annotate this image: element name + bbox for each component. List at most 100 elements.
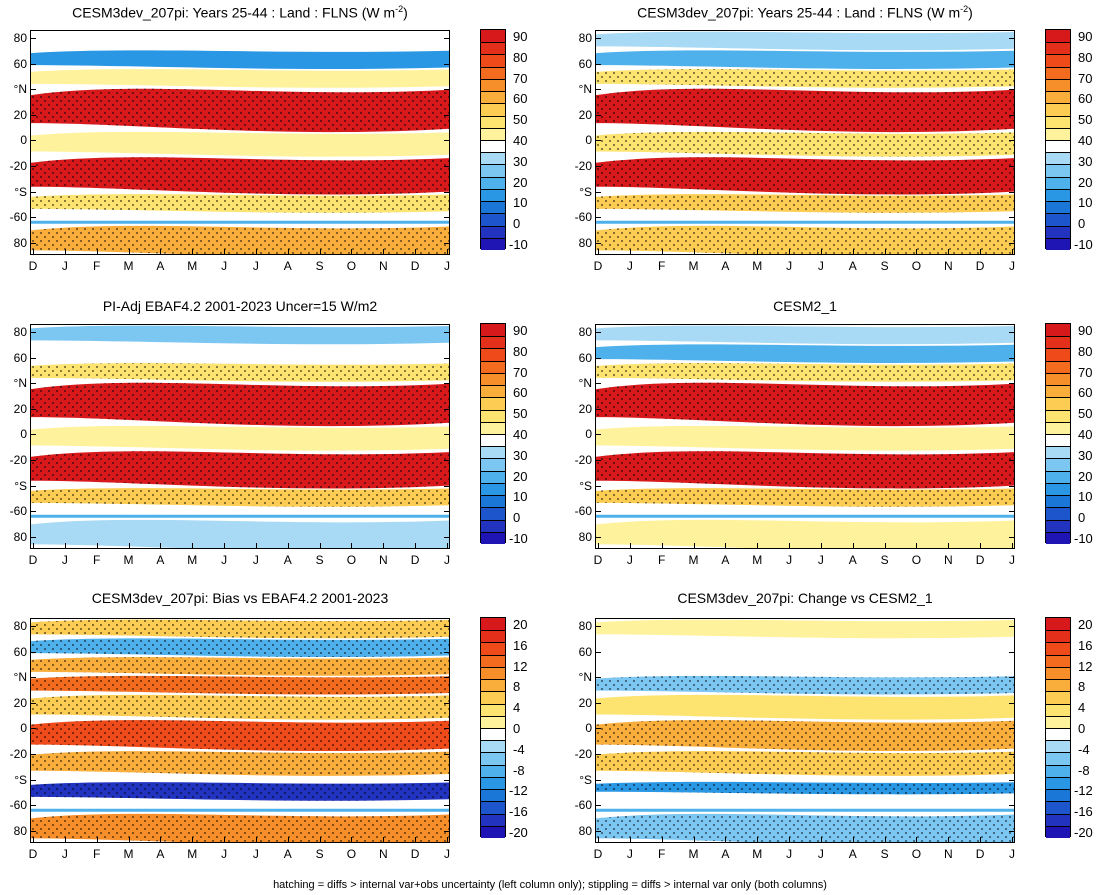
y-tick-mark [30,63,36,65]
y-tick-label: -20 [574,453,592,467]
heatmap-svg [596,325,1014,548]
colorbar-label: 30 [513,153,528,169]
y-tick-label: °N [13,670,27,685]
plot-area [595,324,1015,549]
x-tick-mark [884,837,886,843]
colorbar-swatch [481,531,505,545]
y-tick-label: -20 [9,453,27,467]
colorbar-label: 50 [1078,112,1093,128]
y-tick-mark-right [1009,166,1015,167]
heatmap-band-0 [596,325,1014,345]
y-tick-mark-right [1009,728,1015,730]
x-tick-label: A [283,553,292,567]
colorbar-label: 80 [513,343,528,359]
colorbar-label: 30 [513,447,528,463]
x-tick-mark [725,837,727,843]
y-tick-mark-right [444,485,450,487]
latitude-gap-line [31,220,449,224]
latitude-gap-line [596,514,1014,518]
y-tick-mark [595,651,601,653]
y-tick-label: 20 [13,401,27,416]
colorbar-swatch [1046,372,1070,386]
x-tick-label: M [752,847,763,861]
y-tick-mark-right [1009,242,1015,244]
x-tick-label: D [28,259,38,273]
x-tick-label: J [1009,847,1015,861]
colorbar-label: 20 [1078,174,1093,190]
colorbar-swatch [481,764,505,778]
y-tick-mark [595,357,601,359]
y-tick-mark [595,677,601,679]
x-tick-label: S [880,553,889,567]
y-tick-mark [595,89,601,91]
x-tick-label: M [187,553,198,567]
y-tick-label: 60 [13,644,27,659]
y-tick-label: °S [579,184,592,199]
x-tick-mark [415,837,417,843]
x-tick-mark [852,543,854,549]
heatmap-band-1 [31,344,449,363]
x-tick-mark [383,543,385,549]
stippling-band-5 [596,751,1014,776]
x-tick-mark [980,837,982,843]
colorbar-label: 12 [513,658,528,674]
colorbar-swatch [1046,764,1070,778]
y-tick-label: 0 [20,427,27,442]
stippling-band-3 [31,675,449,695]
x-tick-label: M [688,259,699,273]
panel-title-text: CESM3dev_207pi: Change vs CESM2_1 [677,590,933,606]
latitude-gap-line [596,808,1014,812]
panel-title-text: CESM3dev_207pi: Bias vs EBAF4.2 2001-202… [91,590,389,606]
y-tick-mark [30,779,36,781]
colorbar-swatch [1046,91,1070,104]
colorbar-swatch [481,78,505,92]
colorbar-swatch [1046,385,1070,398]
y-tick-mark-right [1009,805,1015,807]
colorbar-label: -8 [513,762,525,778]
y-tick-label: 80 [13,823,27,838]
colorbar-swatch [1046,507,1070,521]
y-tick-label: °N [578,670,592,685]
colorbar-label: 0 [1078,216,1086,232]
x-tick-mark [33,249,34,255]
y-tick-label: 80 [578,529,592,544]
colorbar-swatch [1046,176,1070,190]
y-tick-mark-right [1009,357,1015,359]
colorbar-swatch [1046,825,1070,839]
y-tick-mark-right [444,114,450,116]
heatmap-band-2 [31,69,449,88]
x-tick-mark [447,837,448,843]
x-tick-mark [224,837,226,843]
y-tick-mark-right [444,63,450,65]
colorbar [480,29,506,251]
y-tick-mark-right [1009,830,1015,832]
x-tick-mark [948,543,950,549]
heatmap-band-0 [596,31,1014,51]
colorbar-swatch [1046,531,1070,545]
colorbar-label: -10 [509,531,528,546]
x-tick-mark [33,837,34,843]
x-tick-mark [383,249,385,255]
x-tick-mark [725,249,727,255]
heatmap-band-1 [31,50,449,69]
y-tick-label: 20 [13,107,27,122]
x-tick-label: F [93,259,101,273]
colorbar-swatch [481,446,505,459]
colorbar-swatch [481,164,505,178]
x-tick-mark [629,249,631,255]
x-tick-label: N [378,847,388,861]
x-tick-label: S [315,553,324,567]
x-tick-label: F [658,259,666,273]
colorbar-swatch [1046,152,1070,165]
x-tick-label: J [61,553,68,567]
x-tick-label: A [848,553,857,567]
colorbar-swatch [481,813,505,827]
latitude-gap-line [31,808,449,812]
colorbar-swatch [481,740,505,753]
x-tick-mark [128,543,130,549]
y-tick-mark [595,754,601,755]
heatmap-band-7 [596,506,1014,516]
colorbar-swatch [1046,666,1070,680]
x-tick-label: N [943,259,953,273]
y-tick-mark-right [1009,191,1015,193]
